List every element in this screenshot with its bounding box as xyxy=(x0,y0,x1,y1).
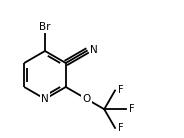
Text: N: N xyxy=(90,45,97,55)
Text: N: N xyxy=(41,94,49,104)
Text: Br: Br xyxy=(39,22,51,32)
Text: O: O xyxy=(82,94,91,104)
Text: F: F xyxy=(118,123,124,133)
Text: F: F xyxy=(129,104,135,114)
Text: F: F xyxy=(118,86,124,95)
